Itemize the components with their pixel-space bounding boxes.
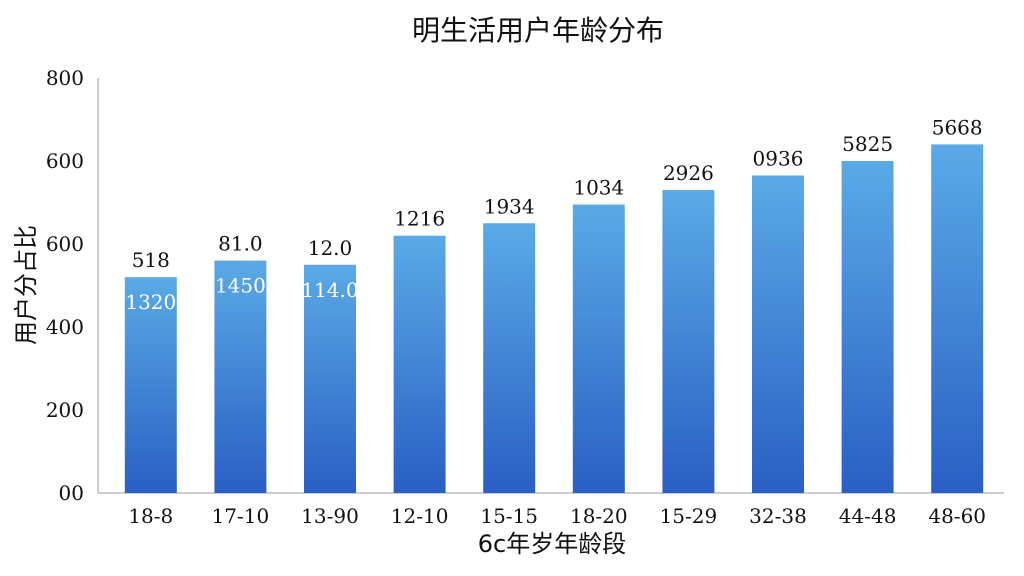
bar (393, 235, 446, 493)
bar-value-label: 1216 (394, 207, 445, 231)
bar (124, 277, 177, 493)
x-tick-label: 17-10 (212, 504, 270, 528)
bar (931, 144, 984, 493)
bar (304, 264, 356, 493)
x-tick-label: 18-20 (570, 504, 628, 528)
x-tick-label: 12-10 (391, 504, 449, 528)
bar-value-label: 1934 (484, 194, 535, 218)
bar (572, 204, 625, 493)
x-tick-label: 13-90 (301, 504, 359, 528)
bar-value-label: 81.0 (218, 232, 263, 256)
bars: 518 1320 81.0 1450 12.0 114.0 1216 1934 1034 2926… (124, 115, 984, 494)
y-tick-label: 200 (46, 398, 84, 422)
x-axis-ticks: 18-8 17-10 13-90 12-10 15-15 18-20 15-29 32-38 4… (128, 504, 986, 528)
y-tick-label: 400 (46, 315, 84, 339)
bar (483, 223, 536, 493)
x-tick-label: 48-60 (928, 504, 986, 528)
x-tick-label: 15-29 (660, 504, 718, 528)
bar-inner-label: 1320 (125, 290, 176, 314)
bar-value-label: 5668 (932, 115, 983, 139)
x-tick-label: 18-8 (128, 504, 173, 528)
x-axis-title: 6c年岁年龄段 (478, 530, 626, 558)
bar-value-label: 1034 (573, 176, 624, 200)
bar-value-label: 12.0 (308, 236, 353, 260)
bar-inner-label: 1450 (215, 274, 266, 298)
y-tick-label: 600 (46, 149, 84, 173)
chart-title: 明生活用户年龄分布 (412, 14, 664, 47)
bar-value-label: 518 (132, 248, 170, 272)
bar (752, 175, 804, 493)
bar (662, 190, 715, 494)
bar (841, 161, 894, 493)
y-tick-label: 800 (46, 66, 84, 90)
x-tick-label: 15-15 (480, 504, 538, 528)
y-axis-title: 用户分占比 (12, 225, 40, 345)
y-tick-label: 600 (46, 232, 84, 256)
bar-value-label: 0936 (753, 147, 804, 171)
bar-value-label: 5825 (842, 132, 893, 156)
bar-inner-label: 114.0 (301, 278, 358, 302)
y-tick-label: 00 (59, 481, 84, 505)
y-axis-ticks: 800 600 600 400 200 00 (46, 66, 84, 505)
bar (214, 260, 267, 493)
x-tick-label: 32-38 (749, 504, 807, 528)
bar-value-label: 2926 (663, 161, 714, 185)
x-tick-label: 44-48 (839, 504, 897, 528)
